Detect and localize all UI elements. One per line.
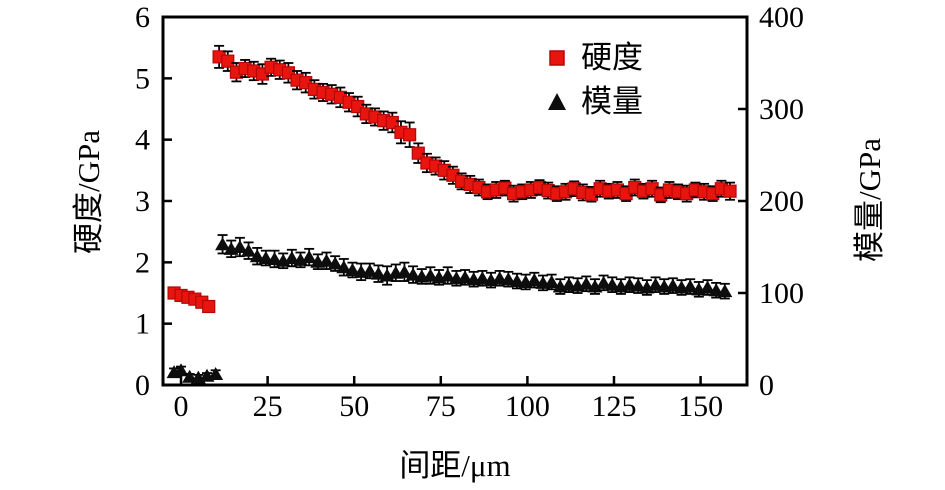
modulus-point: [232, 240, 248, 253]
x-tick-label: 25: [253, 390, 283, 423]
modulus-point: [682, 279, 698, 293]
legend-label-hardness: 硬度: [581, 40, 643, 75]
modulus-triangle-icon: [548, 93, 566, 110]
y-left-tick-label: 5: [135, 62, 150, 95]
modulus-point: [457, 270, 473, 284]
y-right-tick-label: 100: [759, 277, 804, 310]
y-left-tick-label: 4: [135, 124, 150, 157]
y-left-tick-label: 1: [135, 308, 150, 341]
modulus-point: [717, 284, 733, 298]
modulus-point: [396, 264, 412, 278]
modulus-point: [267, 251, 283, 265]
hardness-point: [403, 128, 417, 142]
hardness-point: [202, 299, 216, 314]
modulus-point: [587, 279, 603, 293]
y-left-tick-label: 0: [135, 369, 150, 402]
hardness-point: [221, 54, 235, 68]
modulus-point: [301, 250, 317, 264]
modulus-point: [318, 253, 334, 267]
y-right-tick-label: 400: [759, 1, 804, 34]
modulus-point: [249, 249, 265, 263]
y-left-tick-label: 2: [135, 246, 150, 279]
x-tick-label: 150: [678, 390, 723, 423]
y-right-axis-label: 模量/GPa: [851, 138, 887, 262]
x-tick-label: 50: [339, 390, 369, 423]
x-axis-label: 间距/μm: [399, 447, 511, 483]
modulus-point: [700, 280, 716, 294]
y-right-tick-label: 200: [759, 185, 804, 218]
modulus-point: [440, 268, 456, 282]
x-tick-label: 125: [591, 390, 636, 423]
legend-item-modulus: 模量: [543, 82, 643, 122]
modulus-point: [500, 272, 516, 286]
x-tick-label: 0: [174, 390, 189, 423]
modulus-point: [327, 256, 343, 270]
y-left-tick-label: 6: [135, 1, 150, 34]
x-tick-label: 100: [505, 390, 550, 423]
modulus-point: [284, 251, 300, 265]
modulus-point: [241, 243, 257, 257]
modulus-point: [665, 278, 681, 292]
modulus-point: [604, 277, 620, 291]
y-right-tick-label: 300: [759, 93, 804, 126]
legend-item-hardness: 硬度: [543, 38, 643, 78]
plot-frame: [161, 15, 749, 387]
modulus-point: [648, 277, 664, 291]
x-tick-label: 75: [426, 390, 456, 423]
modulus-point: [336, 260, 352, 274]
modulus-point: [578, 276, 594, 290]
modulus-point: [544, 274, 560, 288]
modulus-point: [173, 363, 189, 377]
modulus-point: [405, 267, 421, 281]
hardness-point: [723, 184, 737, 198]
modulus-point: [630, 278, 646, 292]
legend: 硬度 模量: [543, 38, 643, 122]
y-left-axis-label: 硬度/GPa: [70, 130, 106, 254]
modulus-point: [215, 237, 231, 251]
modulus-point: [370, 266, 386, 280]
modulus-point: [208, 366, 224, 380]
y-left-tick-label: 3: [135, 185, 150, 218]
y-right-tick-label: 0: [759, 369, 774, 402]
modulus-point: [362, 263, 378, 277]
hardness-point: [385, 115, 399, 130]
series-layer: [166, 44, 737, 384]
modulus-point: [474, 271, 490, 285]
hardness-square-icon: [549, 50, 565, 66]
modulus-point: [526, 273, 542, 287]
modulus-point: [596, 275, 612, 289]
legend-label-modulus: 模量: [581, 84, 643, 119]
modulus-point: [344, 263, 360, 276]
modulus-point: [422, 268, 438, 282]
